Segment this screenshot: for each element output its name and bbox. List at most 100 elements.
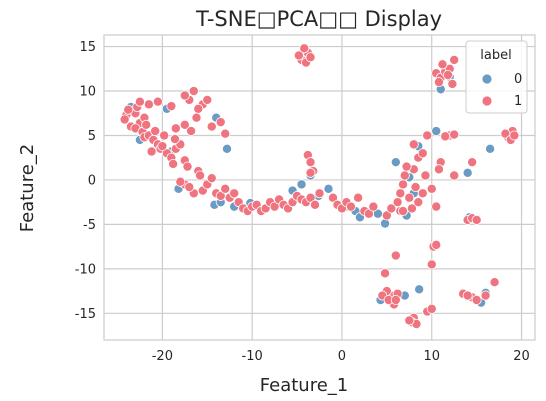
x-tick-label: 20 [513, 349, 530, 364]
data-point-label-1 [392, 197, 403, 208]
data-point-label-1 [146, 146, 157, 157]
data-point-label-1 [327, 192, 338, 203]
data-point-label-1 [305, 192, 316, 203]
legend-label-1: 1 [514, 94, 522, 109]
data-point-label-1 [471, 294, 482, 305]
legend: label 0 1 [465, 40, 528, 114]
data-point-label-1 [386, 203, 397, 214]
y-tick-label: -5 [83, 218, 96, 233]
data-point-label-1 [410, 182, 421, 193]
data-point-label-1 [170, 123, 181, 134]
data-point-label-1 [123, 104, 134, 115]
data-point-label-1 [179, 119, 190, 130]
data-point-label-1 [417, 188, 428, 199]
x-tick-label: 10 [423, 349, 440, 364]
data-point-label-1 [215, 117, 226, 128]
y-tick-label: 0 [88, 173, 96, 188]
data-point-label-0 [485, 143, 496, 154]
data-point-label-1 [406, 203, 417, 214]
data-point-label-1 [426, 183, 437, 194]
data-point-label-1 [310, 199, 321, 210]
data-point-label-0 [431, 126, 442, 137]
data-point-label-0 [462, 167, 473, 178]
data-point-label-1 [141, 119, 152, 130]
data-point-label-1 [157, 141, 168, 152]
data-point-label-1 [220, 128, 231, 139]
data-point-label-1 [426, 259, 437, 270]
data-point-label-1 [413, 197, 424, 208]
data-point-label-1 [440, 131, 451, 142]
data-point-label-1 [229, 188, 240, 199]
data-point-label-1 [433, 77, 444, 88]
plot-frame [103, 34, 536, 341]
data-point-label-1 [401, 161, 412, 172]
data-point-label-1 [368, 201, 379, 212]
data-point-label-1 [305, 167, 316, 178]
legend-label-0: 0 [514, 72, 522, 87]
data-point-label-1 [390, 250, 401, 261]
data-point-label-1 [509, 130, 520, 141]
legend-box [465, 40, 528, 114]
data-point-label-1 [305, 157, 316, 168]
data-point-label-1 [398, 179, 409, 190]
legend-title: label [480, 48, 511, 63]
data-point-label-1 [433, 164, 444, 175]
data-point-label-1 [381, 210, 392, 221]
data-point-label-1 [404, 315, 415, 326]
data-point-label-1 [345, 201, 356, 212]
data-point-label-1 [449, 170, 460, 181]
chart-title: T-SNE□PCA□□ Display [195, 7, 442, 31]
data-point-label-1 [449, 129, 460, 140]
x-axis-label: Feature_1 [260, 375, 348, 396]
data-point-label-1 [206, 121, 217, 132]
data-point-label-0 [323, 183, 334, 194]
data-point-label-0 [390, 157, 401, 168]
data-point-label-1 [471, 214, 482, 225]
data-point-label-1 [437, 59, 448, 70]
data-point-label-1 [399, 170, 410, 181]
data-point-label-1 [293, 50, 304, 61]
data-point-label-1 [404, 192, 415, 203]
data-point-label-1 [159, 130, 170, 141]
data-point-label-1 [202, 94, 213, 105]
data-point-label-1 [191, 112, 202, 123]
data-point-label-1 [422, 130, 433, 141]
data-point-label-1 [134, 96, 145, 107]
data-point-label-1 [380, 268, 391, 279]
x-tick-label: 0 [338, 349, 346, 364]
data-point-label-1 [449, 54, 460, 65]
data-point-label-1 [417, 148, 428, 159]
data-point-label-1 [480, 290, 491, 301]
x-tick-label: -10 [242, 349, 263, 364]
data-point-label-1 [426, 303, 437, 314]
y-tick-label: -10 [75, 262, 96, 277]
legend-marker-0 [481, 73, 493, 85]
y-tick-labels: -15 -10 -5 0 5 10 15 [75, 40, 96, 322]
y-tick-label: -15 [75, 307, 96, 322]
data-point-label-1 [363, 208, 374, 219]
data-point-label-1 [182, 161, 193, 172]
data-point-label-1 [143, 99, 154, 110]
data-point-label-1 [447, 78, 458, 89]
x-tick-labels: -20 -10 0 10 20 [152, 349, 530, 364]
data-point-label-1 [188, 86, 199, 97]
y-tick-label: 10 [79, 85, 96, 100]
data-point-label-1 [168, 158, 179, 169]
data-point-label-1 [390, 294, 401, 305]
data-point-label-1 [431, 201, 442, 212]
y-tick-label: 15 [79, 40, 96, 55]
data-point-label-0 [414, 284, 425, 295]
data-point-label-1 [193, 103, 204, 114]
data-point-label-1 [489, 277, 500, 288]
y-tick-label: 5 [88, 129, 96, 144]
data-point-label-1 [184, 182, 195, 193]
data-point-label-0 [296, 179, 307, 190]
data-point-label-1 [431, 239, 442, 250]
data-point-label-1 [119, 114, 130, 125]
data-point-label-1 [314, 188, 325, 199]
data-points [119, 43, 520, 329]
data-point-label-1 [353, 192, 364, 203]
data-point-label-1 [169, 134, 180, 145]
data-point-label-1 [420, 170, 431, 181]
